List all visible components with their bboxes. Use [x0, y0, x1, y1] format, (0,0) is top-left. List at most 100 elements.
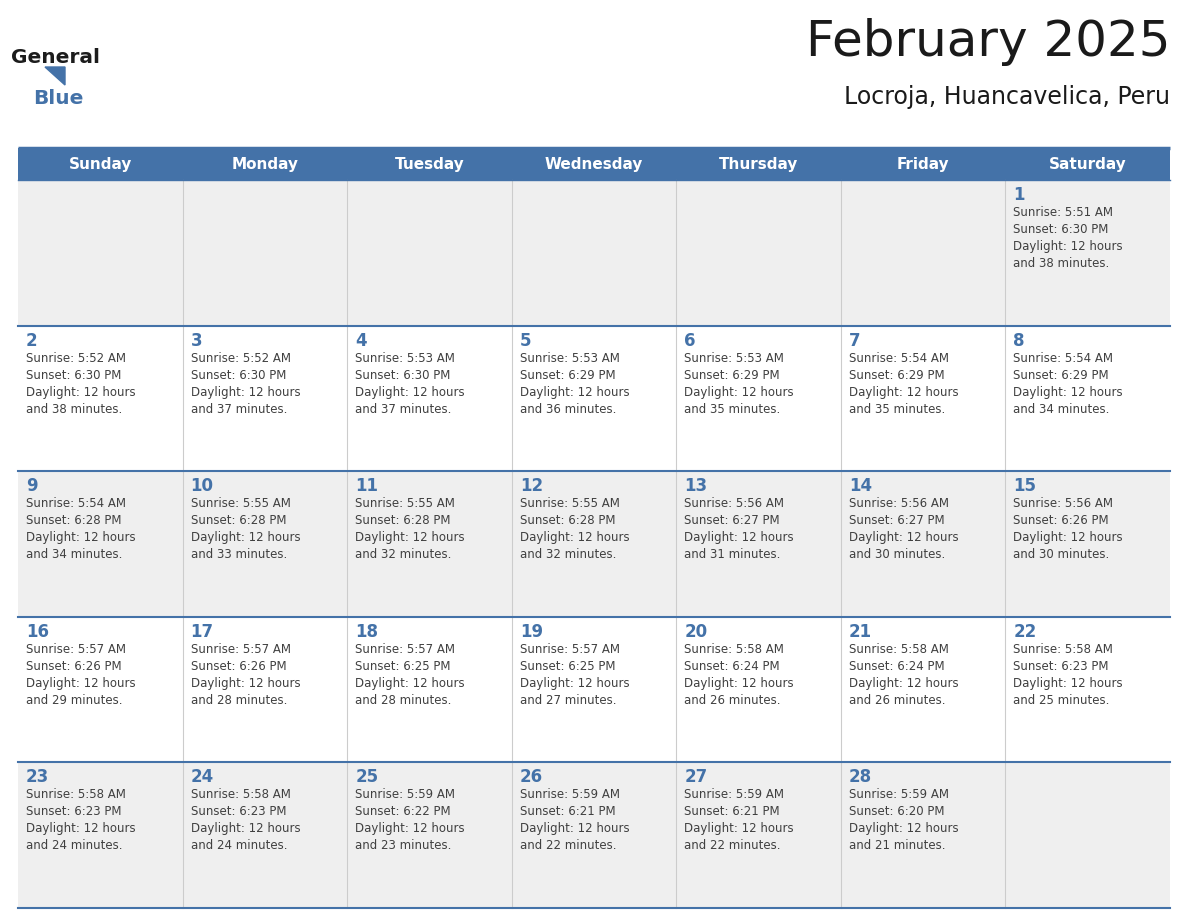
Text: Sunrise: 5:59 AM: Sunrise: 5:59 AM — [849, 789, 949, 801]
Text: Locroja, Huancavelica, Peru: Locroja, Huancavelica, Peru — [843, 85, 1170, 109]
Bar — [18, 617, 1170, 763]
Text: Sunset: 6:28 PM: Sunset: 6:28 PM — [26, 514, 121, 527]
Text: and 35 minutes.: and 35 minutes. — [849, 403, 946, 416]
Text: February 2025: February 2025 — [805, 18, 1170, 66]
Text: Daylight: 12 hours: Daylight: 12 hours — [519, 386, 630, 398]
Text: Daylight: 12 hours: Daylight: 12 hours — [26, 532, 135, 544]
Text: Daylight: 12 hours: Daylight: 12 hours — [26, 677, 135, 689]
Text: Sunset: 6:21 PM: Sunset: 6:21 PM — [684, 805, 779, 819]
Text: Sunset: 6:27 PM: Sunset: 6:27 PM — [849, 514, 944, 527]
Text: Daylight: 12 hours: Daylight: 12 hours — [849, 677, 959, 689]
Bar — [18, 326, 1170, 471]
Bar — [18, 471, 1170, 617]
Text: and 30 minutes.: and 30 minutes. — [849, 548, 946, 561]
Text: Daylight: 12 hours: Daylight: 12 hours — [684, 677, 794, 689]
Text: 20: 20 — [684, 622, 707, 641]
Text: and 22 minutes.: and 22 minutes. — [519, 839, 617, 853]
Text: Sunrise: 5:56 AM: Sunrise: 5:56 AM — [1013, 498, 1113, 510]
Text: Daylight: 12 hours: Daylight: 12 hours — [190, 386, 301, 398]
Text: 1: 1 — [1013, 186, 1025, 204]
Text: Sunset: 6:28 PM: Sunset: 6:28 PM — [190, 514, 286, 527]
Text: and 34 minutes.: and 34 minutes. — [26, 548, 122, 561]
Text: Wednesday: Wednesday — [545, 156, 643, 172]
Text: Sunset: 6:28 PM: Sunset: 6:28 PM — [519, 514, 615, 527]
Text: Sunrise: 5:55 AM: Sunrise: 5:55 AM — [190, 498, 290, 510]
Text: Sunrise: 5:53 AM: Sunrise: 5:53 AM — [519, 352, 620, 364]
Text: Monday: Monday — [232, 156, 298, 172]
Text: 28: 28 — [849, 768, 872, 787]
Bar — [18, 763, 1170, 908]
Text: Sunset: 6:23 PM: Sunset: 6:23 PM — [26, 805, 121, 819]
Text: and 24 minutes.: and 24 minutes. — [190, 839, 287, 853]
Text: 3: 3 — [190, 331, 202, 350]
Text: Sunrise: 5:56 AM: Sunrise: 5:56 AM — [849, 498, 949, 510]
Text: Sunrise: 5:57 AM: Sunrise: 5:57 AM — [355, 643, 455, 655]
Text: 6: 6 — [684, 331, 696, 350]
Text: Sunrise: 5:58 AM: Sunrise: 5:58 AM — [684, 643, 784, 655]
Text: Sunset: 6:26 PM: Sunset: 6:26 PM — [190, 660, 286, 673]
Text: and 27 minutes.: and 27 minutes. — [519, 694, 617, 707]
Text: Sunset: 6:30 PM: Sunset: 6:30 PM — [190, 369, 286, 382]
Text: 5: 5 — [519, 331, 531, 350]
Text: Sunrise: 5:51 AM: Sunrise: 5:51 AM — [1013, 206, 1113, 219]
Text: Daylight: 12 hours: Daylight: 12 hours — [684, 532, 794, 544]
Text: Sunset: 6:30 PM: Sunset: 6:30 PM — [355, 369, 450, 382]
Text: Sunrise: 5:58 AM: Sunrise: 5:58 AM — [1013, 643, 1113, 655]
Text: Daylight: 12 hours: Daylight: 12 hours — [684, 386, 794, 398]
Text: Blue: Blue — [33, 89, 83, 108]
Text: and 36 minutes.: and 36 minutes. — [519, 403, 617, 416]
Text: Daylight: 12 hours: Daylight: 12 hours — [26, 823, 135, 835]
Text: Daylight: 12 hours: Daylight: 12 hours — [849, 532, 959, 544]
Text: Sunrise: 5:57 AM: Sunrise: 5:57 AM — [26, 643, 126, 655]
Text: Sunset: 6:23 PM: Sunset: 6:23 PM — [1013, 660, 1108, 673]
Text: Daylight: 12 hours: Daylight: 12 hours — [1013, 386, 1123, 398]
Text: Tuesday: Tuesday — [394, 156, 465, 172]
Text: 19: 19 — [519, 622, 543, 641]
Text: Daylight: 12 hours: Daylight: 12 hours — [1013, 240, 1123, 253]
Text: Sunrise: 5:54 AM: Sunrise: 5:54 AM — [1013, 352, 1113, 364]
Text: Sunset: 6:29 PM: Sunset: 6:29 PM — [684, 369, 779, 382]
Text: Sunrise: 5:59 AM: Sunrise: 5:59 AM — [519, 789, 620, 801]
Text: and 22 minutes.: and 22 minutes. — [684, 839, 781, 853]
Text: 23: 23 — [26, 768, 49, 787]
Bar — [18, 148, 1170, 180]
Text: Sunrise: 5:53 AM: Sunrise: 5:53 AM — [355, 352, 455, 364]
Text: Sunset: 6:21 PM: Sunset: 6:21 PM — [519, 805, 615, 819]
Text: 7: 7 — [849, 331, 860, 350]
Text: and 28 minutes.: and 28 minutes. — [190, 694, 287, 707]
Text: Daylight: 12 hours: Daylight: 12 hours — [190, 823, 301, 835]
Text: and 32 minutes.: and 32 minutes. — [519, 548, 617, 561]
Text: 22: 22 — [1013, 622, 1037, 641]
Text: and 25 minutes.: and 25 minutes. — [1013, 694, 1110, 707]
Text: Sunrise: 5:58 AM: Sunrise: 5:58 AM — [849, 643, 949, 655]
Text: Sunset: 6:30 PM: Sunset: 6:30 PM — [26, 369, 121, 382]
Text: and 30 minutes.: and 30 minutes. — [1013, 548, 1110, 561]
Text: Sunrise: 5:56 AM: Sunrise: 5:56 AM — [684, 498, 784, 510]
Text: Sunrise: 5:58 AM: Sunrise: 5:58 AM — [26, 789, 126, 801]
Text: Sunset: 6:25 PM: Sunset: 6:25 PM — [519, 660, 615, 673]
Text: Daylight: 12 hours: Daylight: 12 hours — [684, 823, 794, 835]
Text: 17: 17 — [190, 622, 214, 641]
Text: Sunset: 6:23 PM: Sunset: 6:23 PM — [190, 805, 286, 819]
Text: 9: 9 — [26, 477, 38, 495]
Text: Sunset: 6:22 PM: Sunset: 6:22 PM — [355, 805, 450, 819]
Text: Sunrise: 5:55 AM: Sunrise: 5:55 AM — [355, 498, 455, 510]
Text: Sunset: 6:24 PM: Sunset: 6:24 PM — [684, 660, 779, 673]
Text: Sunday: Sunday — [69, 156, 132, 172]
Text: Friday: Friday — [897, 156, 949, 172]
Text: Daylight: 12 hours: Daylight: 12 hours — [355, 386, 465, 398]
Text: 18: 18 — [355, 622, 378, 641]
Text: and 31 minutes.: and 31 minutes. — [684, 548, 781, 561]
Text: and 23 minutes.: and 23 minutes. — [355, 839, 451, 853]
Text: Saturday: Saturday — [1049, 156, 1126, 172]
Text: 8: 8 — [1013, 331, 1025, 350]
Text: and 34 minutes.: and 34 minutes. — [1013, 403, 1110, 416]
Text: and 37 minutes.: and 37 minutes. — [355, 403, 451, 416]
Text: Daylight: 12 hours: Daylight: 12 hours — [519, 677, 630, 689]
Text: Sunrise: 5:55 AM: Sunrise: 5:55 AM — [519, 498, 620, 510]
Text: and 35 minutes.: and 35 minutes. — [684, 403, 781, 416]
Text: 14: 14 — [849, 477, 872, 495]
Text: 24: 24 — [190, 768, 214, 787]
Text: General: General — [11, 48, 100, 67]
Text: Daylight: 12 hours: Daylight: 12 hours — [849, 823, 959, 835]
